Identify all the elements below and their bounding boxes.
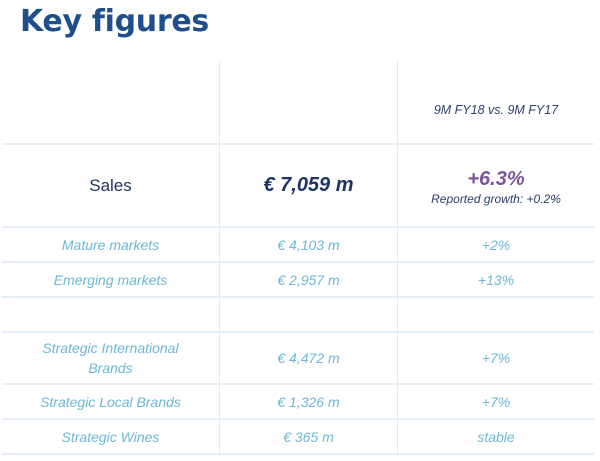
row-divider	[2, 261, 594, 263]
row-value: € 365 m	[283, 428, 334, 445]
row-label: Mature markets	[61, 236, 160, 253]
row-label	[2, 298, 219, 331]
header-cell-value	[220, 61, 397, 143]
row-divider	[2, 331, 594, 333]
row-value	[220, 298, 397, 331]
row-growth: +2%	[481, 236, 511, 253]
row-label: Strategic Wines	[61, 428, 160, 445]
row-divider	[2, 296, 594, 298]
row-growth	[398, 298, 594, 331]
row-value: € 4,472 m	[277, 350, 340, 366]
column-divider-1	[219, 61, 220, 456]
sales-value: € 7,059 m	[263, 174, 354, 196]
row-value: € 4,103 m	[277, 236, 340, 253]
row-value: € 1,326 m	[277, 393, 340, 410]
row-growth: stable	[477, 428, 515, 445]
row-label: Strategic Local Brands	[40, 393, 181, 410]
row-label: Strategic International Brands	[42, 340, 179, 376]
sales-organic-growth: +6.3%	[467, 167, 525, 190]
row-divider	[2, 453, 594, 455]
sales-label: Sales	[89, 175, 132, 195]
row-divider	[2, 383, 594, 385]
row-growth: +7%	[481, 393, 511, 410]
sales-reported-growth: Reported growth: +0.2%	[431, 191, 561, 206]
column-divider-2	[397, 61, 398, 456]
row-divider	[2, 226, 594, 228]
row-label: Emerging markets	[53, 271, 168, 288]
row-value: € 2,957 m	[277, 271, 340, 288]
header-cell-label	[2, 61, 219, 143]
row-growth: +7%	[481, 350, 511, 366]
row-divider	[2, 418, 594, 420]
row-divider	[2, 143, 594, 145]
sales-growth-cell: +6.3% Reported growth: +0.2%	[398, 145, 594, 226]
page-title: Key figures	[20, 4, 209, 39]
header-cell-period: 9M FY18 vs. 9M FY17	[433, 103, 559, 117]
row-growth: +13%	[477, 271, 515, 288]
